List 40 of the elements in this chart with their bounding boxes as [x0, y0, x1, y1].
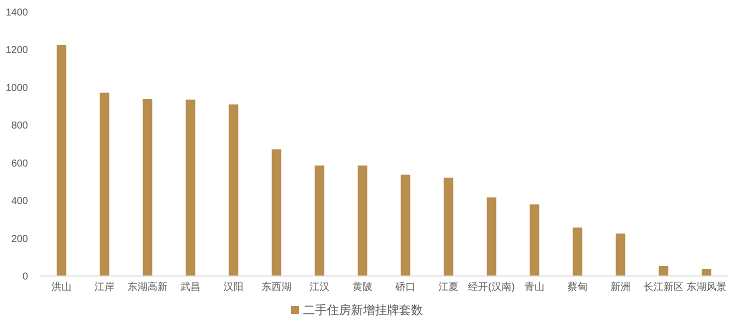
- bar: [400, 174, 410, 276]
- bar: [530, 204, 540, 276]
- legend-label: 二手住房新增挂牌套数: [303, 303, 423, 318]
- y-tick-label: 800: [11, 120, 28, 132]
- x-tick-label: 江岸: [94, 281, 114, 293]
- bar: [444, 178, 454, 276]
- x-tick-label: 东西湖: [262, 281, 292, 293]
- bar: [186, 100, 196, 276]
- bar: [272, 149, 282, 276]
- x-tick-label: 东湖高新: [128, 281, 168, 293]
- x-tick-label: 东湖风景: [686, 281, 726, 293]
- x-tick-label: 蔡甸: [568, 281, 588, 293]
- y-tick-label: 1400: [6, 8, 28, 18]
- y-tick-label: 200: [11, 234, 28, 245]
- bar: [314, 165, 324, 276]
- x-tick-label: 青山: [524, 281, 544, 293]
- y-tick-label: 1000: [6, 82, 28, 94]
- x-tick-label: 硚口: [394, 281, 416, 293]
- y-tick-label: 600: [11, 158, 28, 170]
- bar: [228, 104, 238, 276]
- bar: [358, 165, 368, 276]
- x-tick-label: 武昌: [180, 281, 200, 293]
- y-tick-label: 400: [11, 196, 28, 208]
- x-tick-label: 新洲: [610, 281, 630, 293]
- x-tick-label: 江汉: [310, 281, 330, 293]
- x-tick-label: 黄陂: [352, 281, 372, 293]
- x-tick-label: 汉阳: [224, 281, 244, 293]
- bar: [572, 228, 582, 276]
- bar: [616, 234, 626, 276]
- bar: [56, 45, 66, 276]
- x-tick-label: 长江新区: [644, 281, 684, 293]
- y-tick-label: 1200: [6, 45, 28, 56]
- bar: [100, 92, 110, 276]
- bar: [658, 266, 668, 276]
- y-tick-label: 0: [22, 272, 28, 282]
- x-tick-label: 洪山: [52, 281, 72, 293]
- bar: [486, 197, 496, 276]
- bar: [142, 98, 152, 276]
- x-tick-label: 江夏: [438, 281, 458, 293]
- x-tick-label: 经开(汉南): [468, 281, 515, 293]
